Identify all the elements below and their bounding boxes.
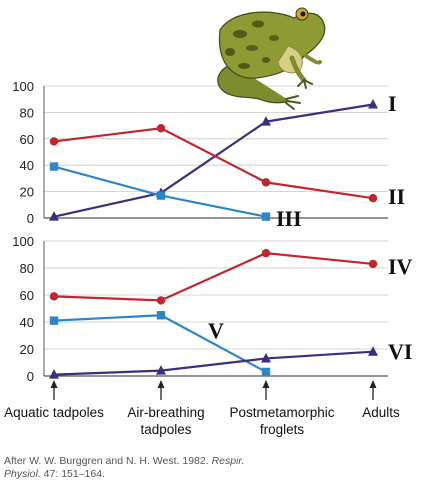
frog-image: [217, 7, 326, 110]
series-label: IV: [388, 254, 413, 279]
data-point: [49, 292, 59, 301]
data-point: [49, 211, 59, 221]
x-tick-label: Aquatic tadpoles: [4, 405, 104, 420]
y-tick-label: 100: [12, 79, 34, 94]
caption-line1-prefix: After W. W. Burggren and N. H. West. 198…: [4, 455, 212, 467]
series-label: III: [276, 206, 302, 231]
caption-journal: Respir.: [211, 455, 245, 467]
x-tick-label: froglets: [260, 422, 305, 437]
y-tick-label: 20: [20, 342, 34, 357]
data-point: [49, 316, 59, 325]
y-tick-label: 40: [20, 158, 34, 173]
series-line: [53, 314, 267, 373]
data-point: [156, 311, 166, 320]
series-label: V: [208, 318, 224, 343]
data-point: [261, 248, 271, 258]
y-tick-label: 20: [20, 185, 34, 200]
y-tick-label: 80: [20, 105, 34, 120]
data-point: [49, 137, 59, 146]
data-point: [261, 352, 271, 363]
data-point: [261, 178, 271, 187]
y-tick-label: 0: [27, 369, 34, 384]
series-label: II: [388, 184, 405, 209]
data-point: [261, 116, 271, 126]
series-label: VI: [388, 339, 412, 364]
x-category-3: Postmetamorphic froglets: [229, 380, 335, 437]
series-line: [53, 127, 374, 200]
x-category-1: Aquatic tadpoles: [4, 380, 104, 420]
data-point: [156, 191, 166, 200]
x-category-4: Adults: [362, 380, 400, 420]
caption-journal-2: Physiol.: [4, 468, 41, 480]
data-point: [156, 365, 166, 375]
chart-panel-2: 0 20 40 60 80 100 IV V VI: [12, 234, 412, 384]
y-tick-label: 0: [27, 211, 34, 226]
category-arrow-head: [157, 380, 165, 388]
x-tick-label: Air-breathing: [127, 405, 204, 420]
x-category-2: Air-breathing tadpoles: [127, 380, 205, 437]
data-point: [368, 194, 378, 203]
y-tick-label: 100: [12, 234, 34, 249]
data-point: [261, 212, 271, 221]
data-point: [156, 124, 166, 133]
plots-layer: 020406080100IIIIII020406080100IVVVIAquat…: [4, 79, 412, 437]
x-tick-label: tadpoles: [140, 422, 191, 437]
series-line: [53, 252, 374, 302]
category-arrow-head: [50, 380, 58, 388]
data-point: [156, 296, 166, 305]
category-arrow-head: [369, 380, 377, 388]
y-tick-label: 60: [20, 132, 34, 147]
caption-line2-suffix: 47: 151–164.: [40, 468, 105, 480]
data-point: [49, 162, 59, 171]
series-line: [53, 350, 374, 376]
data-point: [368, 98, 378, 109]
y-tick-label: 80: [20, 261, 34, 276]
source-caption: After W. W. Burggren and N. H. West. 198…: [4, 455, 244, 481]
series-line: [53, 103, 374, 218]
x-tick-label: Postmetamorphic: [229, 405, 334, 420]
data-point: [49, 369, 59, 379]
x-tick-label: Adults: [362, 405, 400, 420]
data-point: [368, 259, 378, 269]
data-point: [368, 346, 378, 356]
y-tick-label: 60: [20, 288, 34, 303]
series-label: I: [388, 91, 397, 116]
data-point: [261, 367, 271, 377]
y-tick-label: 40: [20, 315, 34, 330]
category-arrow-head: [262, 380, 270, 388]
